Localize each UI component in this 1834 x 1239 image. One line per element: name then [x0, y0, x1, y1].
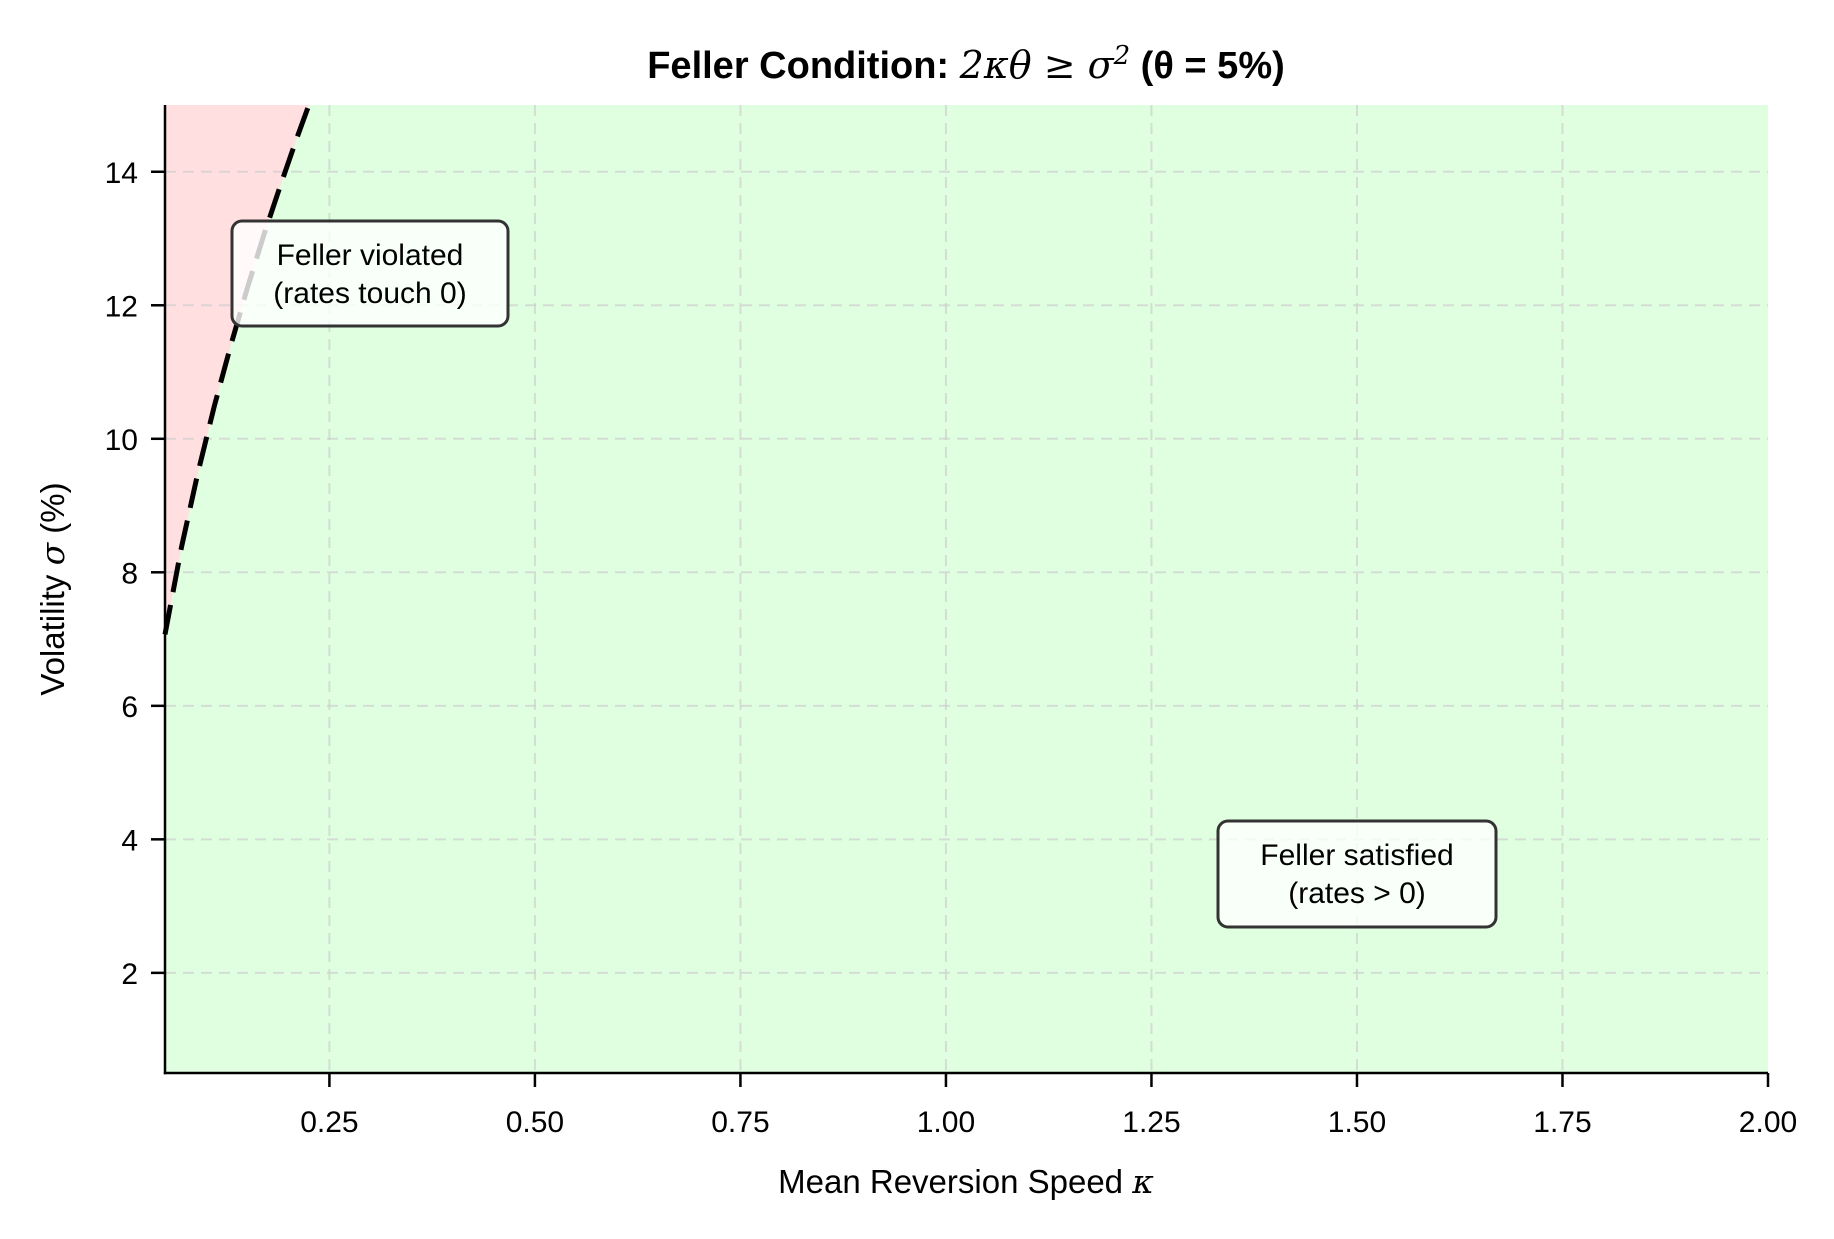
annotation-text: (rates > 0) — [1288, 877, 1426, 910]
violated-region — [165, 105, 309, 635]
y-tick-label: 4 — [121, 824, 138, 857]
annotations: Feller violated (rates touch 0) Feller sat… — [230, 219, 1498, 929]
annotation-box — [230, 219, 510, 328]
annotation-text: Feller violated — [277, 239, 464, 272]
x-tick-label: 1.75 — [1533, 1106, 1591, 1139]
chart-title: Feller Condition: 2κθ ≥ σ2 (θ = 5%) — [647, 41, 1285, 87]
y-tick-label: 8 — [121, 557, 138, 590]
y-tick-label: 12 — [105, 290, 138, 323]
y-tick-label: 6 — [121, 691, 138, 724]
x-tick-label: 2.00 — [1739, 1106, 1797, 1139]
x-tick-label: 0.75 — [711, 1106, 769, 1139]
y-axis-label: Volatility σ (%) — [33, 482, 72, 695]
annotation-feller-violated: Feller violated (rates touch 0) — [230, 219, 510, 328]
x-tick-label: 0.50 — [506, 1106, 564, 1139]
y-tick-label: 10 — [105, 424, 138, 457]
x-tick-label: 0.25 — [300, 1106, 358, 1139]
grid-lines — [165, 105, 1768, 1073]
axes: 0.25 0.50 0.75 1.00 1.25 1.50 1.75 2.00 2 4 6 8 10 12… — [105, 105, 1797, 1139]
annotation-feller-satisfied: Feller satisfied (rates > 0) — [1216, 819, 1498, 929]
x-axis-label: Mean Reversion Speed κ — [778, 1162, 1154, 1201]
y-tick-label: 14 — [105, 157, 138, 190]
annotation-text: Feller satisfied — [1260, 839, 1453, 872]
x-tick-label: 1.50 — [1328, 1106, 1386, 1139]
annotation-box — [1216, 819, 1498, 929]
x-tick-label: 1.00 — [917, 1106, 975, 1139]
annotation-text: (rates touch 0) — [273, 277, 466, 310]
x-tick-label: 1.25 — [1122, 1106, 1180, 1139]
y-tick-label: 2 — [121, 958, 138, 991]
